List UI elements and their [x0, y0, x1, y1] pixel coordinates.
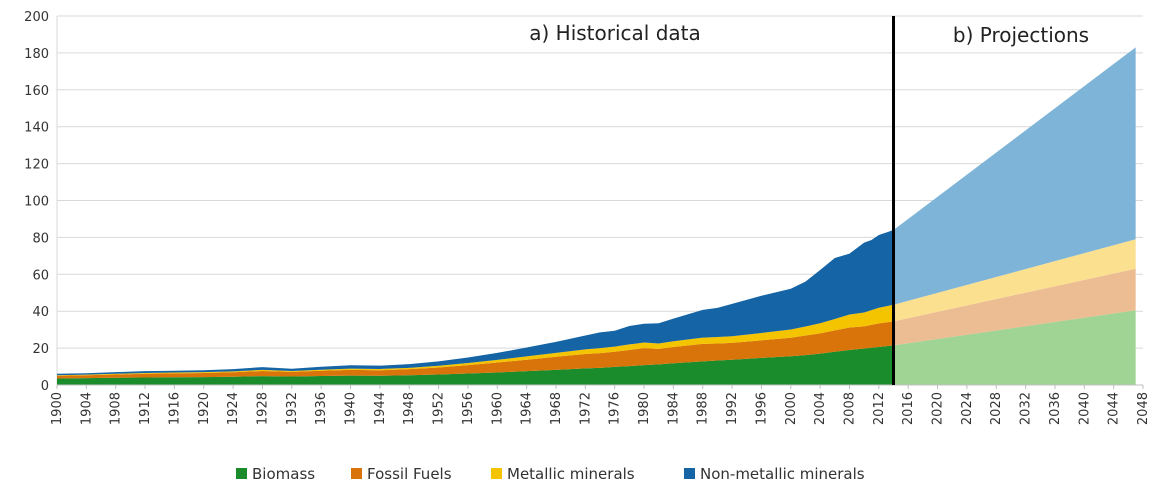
x-tick-label: 1908: [109, 392, 124, 425]
legend-label-biomass: Biomass: [252, 465, 315, 483]
y-tick-label: 40: [32, 305, 49, 320]
x-tick-label: 1980: [637, 392, 652, 425]
x-tick-label: 2008: [842, 392, 857, 425]
area-fossil_proj: [893, 268, 1136, 346]
x-tick-label: 1972: [578, 392, 593, 425]
x-tick-label: 1936: [314, 392, 329, 425]
x-tick-label: 1900: [50, 392, 65, 425]
x-tick-label: 1924: [226, 392, 241, 425]
x-tick-label: 1992: [725, 392, 740, 425]
y-tick-label: 180: [24, 47, 49, 62]
x-tick-label: 1956: [461, 392, 476, 425]
projections-section-label: b) Projections: [953, 23, 1089, 47]
x-tick-label: 2036: [1048, 392, 1063, 425]
legend-label-nonmetallic: Non-metallic minerals: [700, 465, 865, 483]
x-tick-label: 1948: [402, 392, 417, 425]
x-tick-label: 2004: [813, 392, 828, 425]
x-tick-label: 1904: [79, 392, 94, 425]
y-tick-label: 80: [32, 231, 49, 246]
y-axis: 0 20 40 60 80 100 120 140 160 180 200: [24, 10, 49, 394]
x-tick-label: 2016: [901, 392, 916, 425]
legend-swatch-biomass: [236, 468, 247, 479]
x-tick-label: 2044: [1107, 392, 1122, 425]
legend-label-fossil: Fossil Fuels: [367, 465, 452, 483]
area-biomass_proj: [893, 310, 1136, 385]
y-tick-label: 140: [24, 121, 49, 136]
x-tick-label: 1984: [666, 392, 681, 425]
y-tick-label: 100: [24, 195, 49, 210]
x-tick-label: 2012: [872, 392, 887, 425]
projection-areas: [893, 47, 1136, 385]
x-tick-label: 1976: [608, 392, 623, 425]
gridlines: [56, 15, 1143, 386]
x-tick-label: 1952: [432, 392, 447, 425]
y-tick-label: 20: [32, 342, 49, 357]
x-tick-label: 1968: [549, 392, 564, 425]
area-biomass: [57, 345, 894, 385]
y-tick-label: 0: [41, 379, 49, 394]
historical-section-label: a) Historical data: [529, 21, 701, 45]
x-tick-label: 2048: [1136, 392, 1151, 425]
area-metallic_proj: [893, 239, 1136, 322]
legend-swatch-metallic: [491, 468, 502, 479]
x-tick-label: 1928: [255, 392, 270, 425]
x-tick-label: 1916: [167, 392, 182, 425]
legend-label-metallic: Metallic minerals: [507, 465, 635, 483]
legend-swatch-nonmetallic: [684, 468, 695, 479]
x-tick-label: 1912: [138, 392, 153, 425]
stacked-areas: [57, 47, 1136, 385]
x-tick-label: 1988: [696, 392, 711, 425]
legend: Biomass Fossil Fuels Metallic minerals Non-…: [236, 465, 865, 483]
x-tick-label: 1940: [344, 392, 359, 425]
x-tick-label: 2000: [784, 392, 799, 425]
area-fossil: [57, 321, 894, 379]
x-tick-label: 2024: [960, 392, 975, 425]
x-tick-label: 2028: [989, 392, 1004, 425]
y-tick-label: 120: [24, 158, 49, 173]
y-tick-label: 60: [32, 268, 49, 283]
historical-areas: [57, 230, 894, 385]
y-tick-label: 160: [24, 84, 49, 99]
area-metallic: [57, 304, 894, 376]
y-tick-label: 200: [24, 10, 49, 25]
x-tick-label: 1964: [520, 392, 535, 425]
x-tick-label: 1960: [490, 392, 505, 425]
area-nonmetallic_proj: [893, 47, 1136, 305]
area-nonmetallic: [57, 230, 894, 376]
x-axis: 1900 1904 1908 1912 1916 1920 1924 1928 1932 1936…: [50, 384, 1151, 425]
x-tick-label: 1932: [285, 392, 300, 425]
x-tick-label: 1996: [754, 392, 769, 425]
legend-swatch-fossil: [351, 468, 362, 479]
x-tick-label: 1944: [373, 392, 388, 425]
x-tick-label: 2040: [1077, 392, 1092, 425]
x-tick-label: 1920: [197, 392, 212, 425]
x-tick-label: 2020: [931, 392, 946, 425]
x-tick-label: 2032: [1019, 392, 1034, 425]
